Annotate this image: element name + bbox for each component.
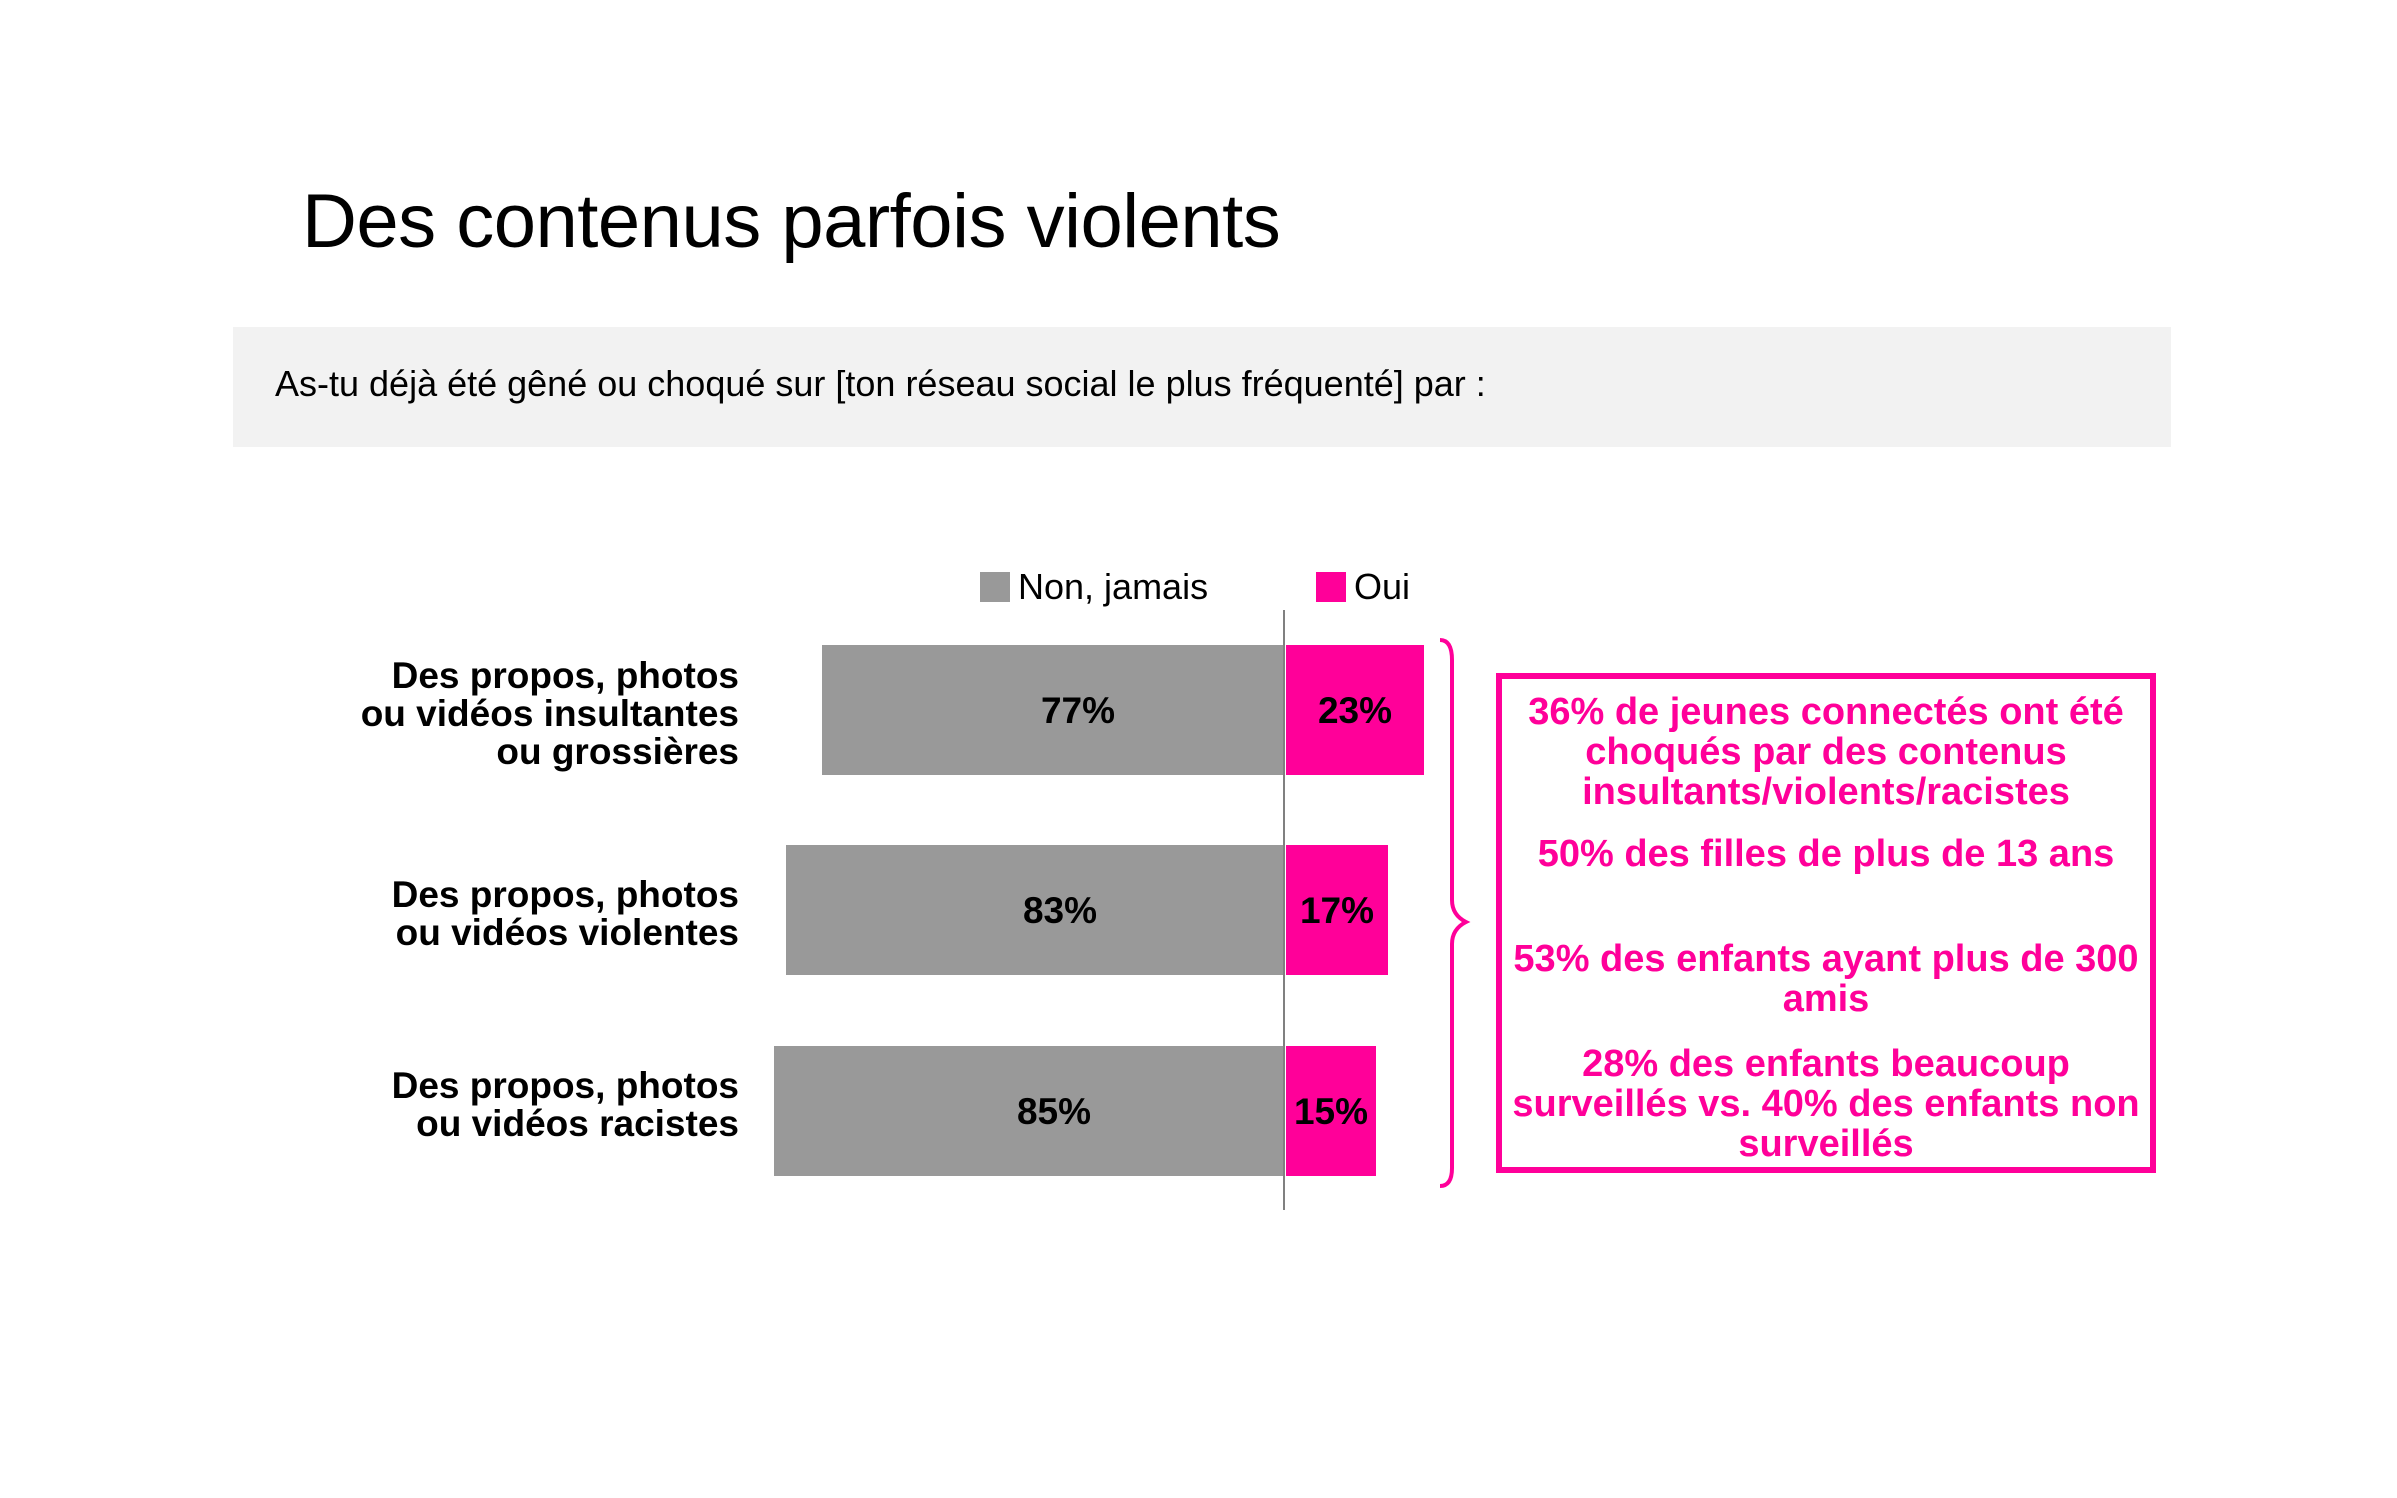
callout-item: 36% de jeunes connectés ont été choqués … xyxy=(1528,691,2124,813)
legend-label-oui: Oui xyxy=(1354,566,1411,607)
category-label-line: Des propos, photos xyxy=(391,1065,739,1106)
category-label-line: ou vidéos racistes xyxy=(416,1103,739,1144)
bar-oui xyxy=(1286,1046,1376,1176)
data-label-oui: 23% xyxy=(1318,690,1392,731)
bar-non-jamais xyxy=(822,645,1284,775)
curly-brace xyxy=(1439,638,1471,1188)
category-label-line: ou vidéos insultantes xyxy=(360,693,739,734)
question-band: As-tu déjà été gêné ou choqué sur [ton r… xyxy=(233,327,2171,447)
category-label-line: ou grossières xyxy=(496,731,739,772)
category-label-line: Des propos, photos xyxy=(391,655,739,696)
legend-item-oui: Oui xyxy=(1316,566,1410,608)
category-label-racistes: Des propos, photos ou vidéos racistes xyxy=(219,1067,739,1143)
data-label-non-jamais: 83% xyxy=(1023,890,1097,931)
callout-item: 53% des enfants ayant plus de 300 amis xyxy=(1513,938,2139,1020)
legend-swatch-non xyxy=(980,572,1010,602)
legend-swatch-oui xyxy=(1316,572,1346,602)
bar-non-jamais xyxy=(774,1046,1284,1176)
category-label-violentes: Des propos, photos ou vidéos violentes xyxy=(219,876,739,952)
question-text: As-tu déjà été gêné ou choqué sur [ton r… xyxy=(275,363,1486,404)
legend-item-non: Non, jamais xyxy=(980,566,1208,608)
category-label-line: ou vidéos violentes xyxy=(395,912,739,953)
data-label-oui: 15% xyxy=(1294,1091,1368,1132)
category-label-insultantes: Des propos, photos ou vidéos insultantes… xyxy=(219,657,739,771)
page-title: Des contenus parfois violents xyxy=(302,179,1281,264)
data-label-non-jamais: 85% xyxy=(1017,1091,1091,1132)
callout-item: 50% des filles de plus de 13 ans xyxy=(1537,833,2115,875)
category-label-line: Des propos, photos xyxy=(391,874,739,915)
bar-oui xyxy=(1286,645,1424,775)
bar-non-jamais xyxy=(786,845,1284,975)
data-label-oui: 17% xyxy=(1300,890,1374,931)
legend-label-non: Non, jamais xyxy=(1018,566,1209,607)
callout-box: 36% de jeunes connectés ont été choqués … xyxy=(1496,673,2156,1173)
callout-item: 28% des enfants beaucoup surveillés vs. … xyxy=(1512,1043,2140,1165)
data-label-non-jamais: 77% xyxy=(1041,690,1115,731)
bar-oui xyxy=(1286,845,1388,975)
